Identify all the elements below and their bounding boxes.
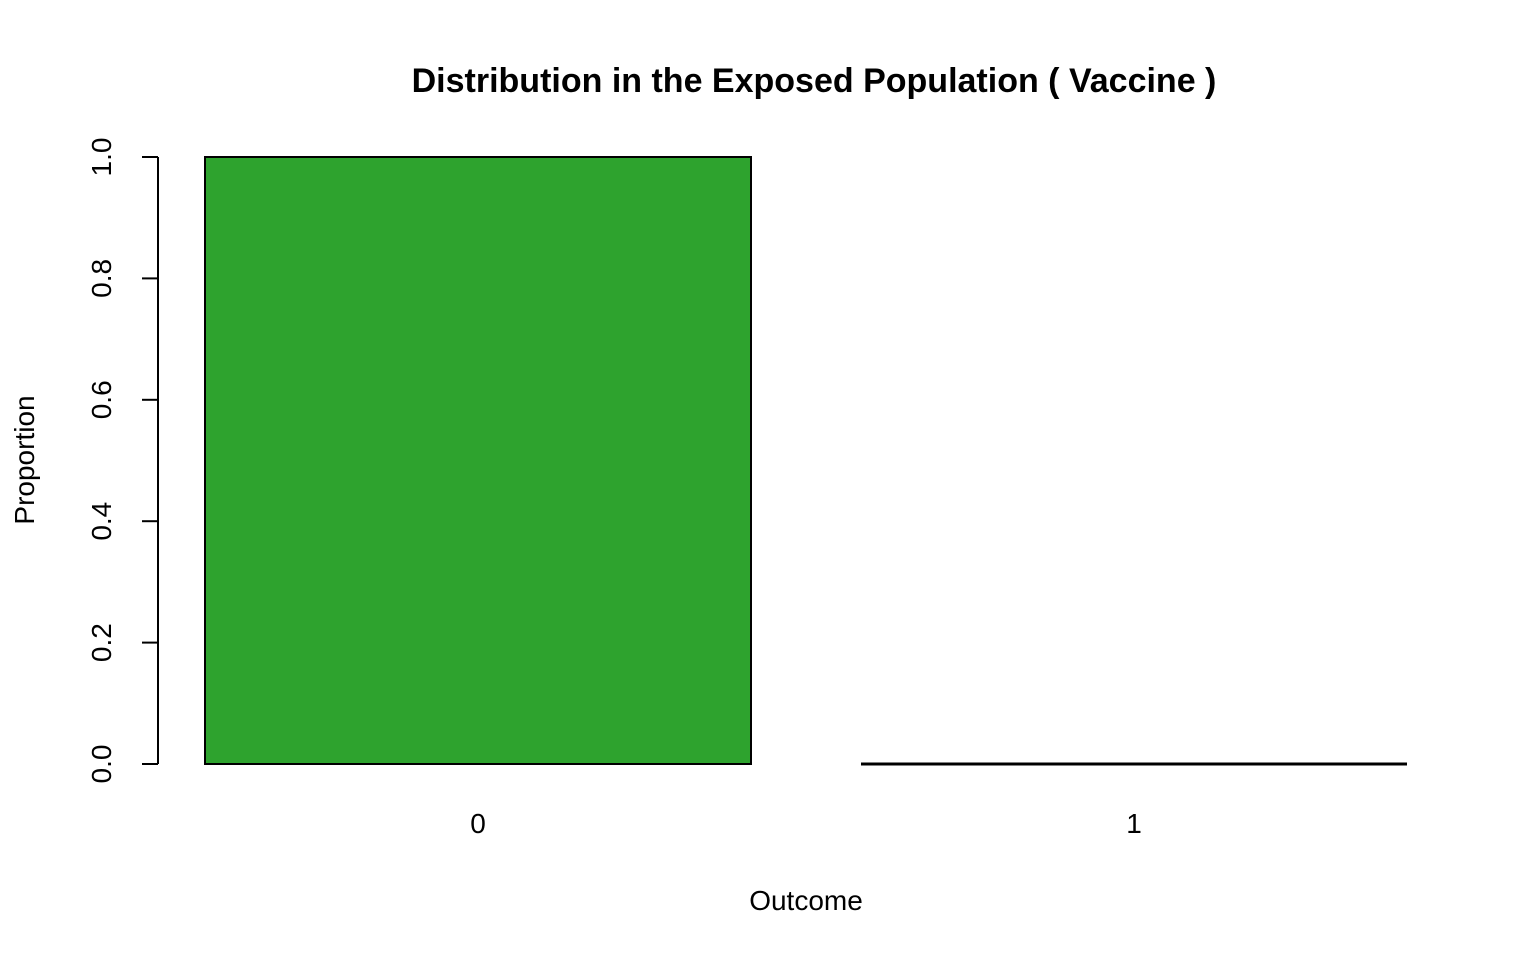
y-tick-label: 1.0 (86, 138, 117, 177)
x-tick-label: 1 (1126, 808, 1142, 839)
chart-title: Distribution in the Exposed Population (… (412, 62, 1217, 100)
y-axis-label: Proportion (9, 395, 40, 524)
y-tick-label: 0.2 (86, 623, 117, 662)
x-tick-label: 0 (470, 808, 486, 839)
bars-group (204, 156, 1407, 766)
bar-0 (204, 156, 752, 765)
y-tick-label: 0.4 (86, 502, 117, 541)
y-tick-label: 0.0 (86, 745, 117, 784)
y-axis: 0.0 0.2 0.4 0.6 0.8 1.0 (86, 138, 159, 784)
y-tick-label: 0.8 (86, 259, 117, 298)
x-axis-label: Outcome (749, 885, 863, 916)
y-tick-label: 0.6 (86, 380, 117, 419)
